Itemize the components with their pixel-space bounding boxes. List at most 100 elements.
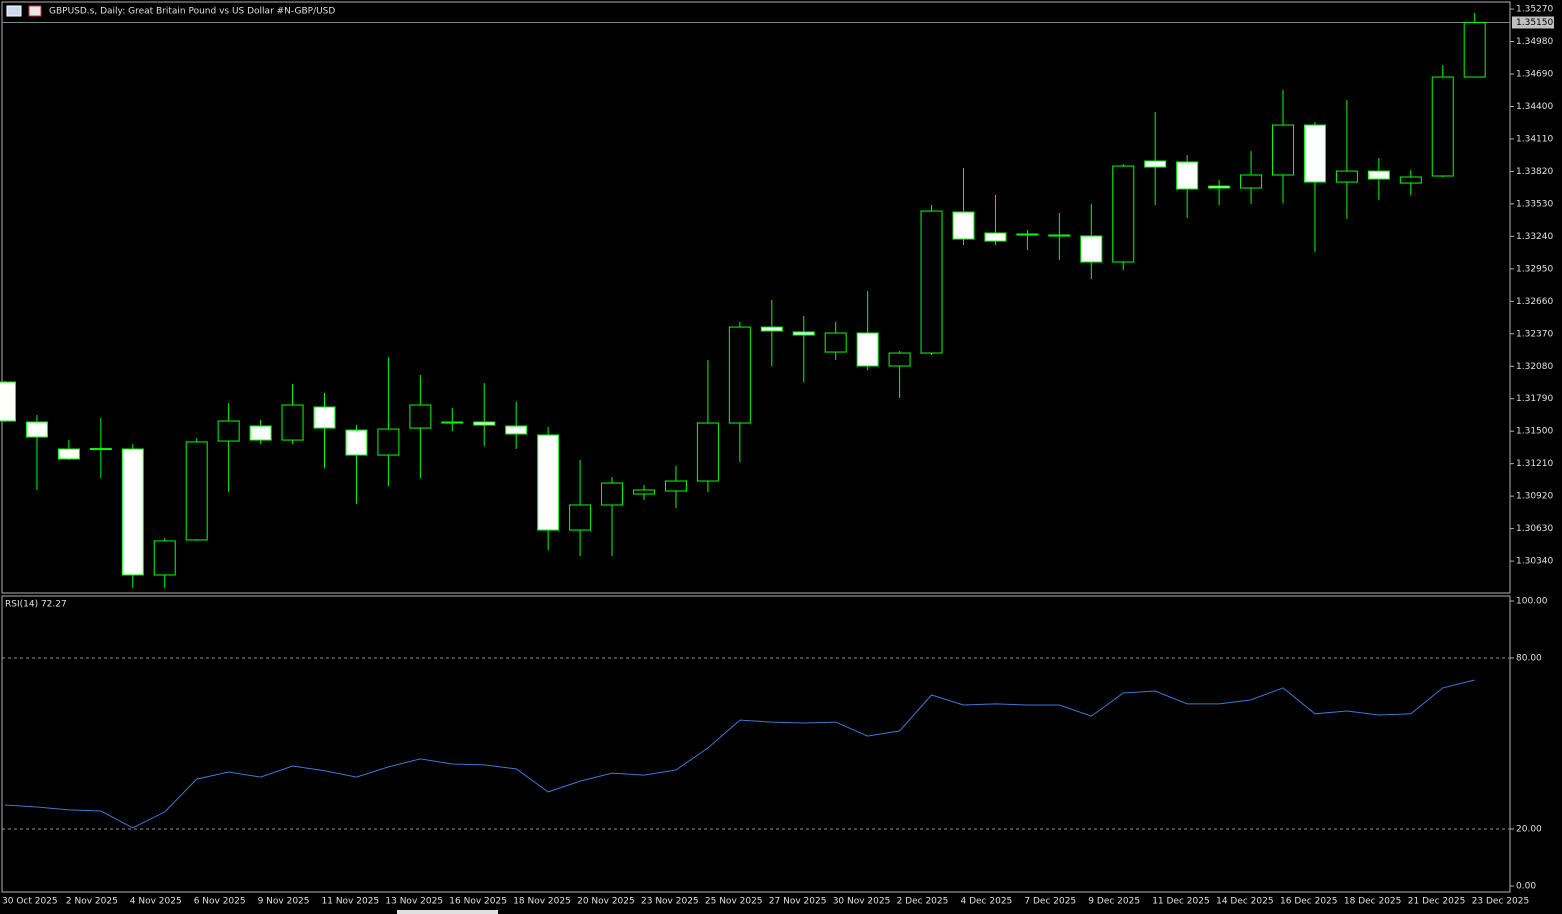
x-tick-label: 25 Nov 2025 (705, 897, 763, 907)
y-tick-label: 1.30920 (1516, 492, 1553, 502)
candle-body (473, 421, 496, 426)
x-tick-label: 23 Dec 2025 (1472, 897, 1530, 907)
y-tick-label: 1.31790 (1516, 394, 1553, 404)
x-tick-label: 16 Nov 2025 (449, 897, 507, 907)
y-tick-label: 1.34110 (1516, 134, 1553, 144)
candle-body (1399, 176, 1422, 184)
candle-body (920, 210, 943, 354)
x-tick-label: 21 Dec 2025 (1408, 897, 1466, 907)
y-tick-label: 1.34400 (1516, 102, 1553, 112)
candle-body (313, 406, 336, 429)
icon (6, 5, 22, 17)
x-tick-label: 27 Nov 2025 (769, 897, 827, 907)
x-tick-label: 2 Dec 2025 (897, 897, 949, 907)
scrollbar (397, 910, 498, 914)
candle-body (1048, 234, 1071, 237)
candle-body (249, 425, 272, 441)
y-tick-label: 1.33820 (1516, 167, 1553, 177)
candle-body (1303, 124, 1326, 183)
y-tick-label: 1.30340 (1516, 557, 1553, 567)
candle-body (1144, 160, 1167, 168)
candle-body (1463, 21, 1486, 78)
y-tick-label: 100.00 (1516, 596, 1548, 606)
candle-body (1080, 235, 1103, 263)
candle-body (409, 404, 432, 429)
x-tick-label: 6 Nov 2025 (194, 897, 246, 907)
candle-body (441, 421, 464, 424)
candle-body (824, 332, 847, 353)
x-tick-label: 4 Dec 2025 (961, 897, 1013, 907)
y-tick-label: 0.00 (1516, 881, 1536, 891)
candle-body (984, 232, 1007, 242)
candle-body (1208, 185, 1231, 189)
candle-body (537, 434, 560, 531)
candle-body (601, 482, 624, 506)
candle-body (664, 480, 687, 492)
candle-body (153, 540, 176, 576)
y-tick-label: 1.31500 (1516, 427, 1553, 437)
x-tick-label: 30 Nov 2025 (833, 897, 891, 907)
candle-body (633, 489, 655, 495)
x-tick-label: 18 Nov 2025 (513, 897, 571, 907)
x-tick-label: 30 Oct 2025 (2, 897, 58, 907)
candle-body (89, 448, 112, 451)
rsi-line (4, 679, 1475, 829)
candle-body (1240, 174, 1263, 189)
main-panel-frame (1, 1, 1511, 594)
candle-body (1367, 170, 1390, 180)
candle-body (569, 504, 592, 531)
y-tick-label: 1.32080 (1516, 362, 1553, 372)
x-tick-label: 14 Dec 2025 (1216, 897, 1274, 907)
y-tick-label: 80.00 (1516, 653, 1542, 663)
x-tick-label: 9 Dec 2025 (1088, 897, 1140, 907)
x-tick-label: 23 Nov 2025 (641, 897, 699, 907)
toolbar-icons (6, 5, 42, 17)
x-tick-label: 11 Dec 2025 (1152, 897, 1210, 907)
x-tick-label: 9 Nov 2025 (258, 897, 310, 907)
y-tick-label: 20.00 (1516, 824, 1542, 834)
y-tick-label: 1.32950 (1516, 264, 1553, 274)
indicator-title: RSI(14) 72.27 (5, 600, 67, 610)
y-tick-label: 1.33530 (1516, 199, 1553, 209)
candle-body (505, 425, 528, 435)
candle-body (185, 441, 208, 541)
candle-body (1335, 170, 1358, 183)
chart-title: GBPUSD.s, Daily: Great Britain Pound vs … (49, 7, 335, 17)
rsi-panel-frame (1, 595, 1511, 893)
candle-body (1272, 124, 1294, 176)
x-tick-label: 4 Nov 2025 (130, 897, 182, 907)
candle-body (1176, 161, 1199, 190)
y-tick-label: 1.33240 (1516, 232, 1553, 242)
y-tick-label: 1.35270 (1516, 5, 1553, 15)
x-tick-label: 2 Nov 2025 (66, 897, 118, 907)
candle-body (1431, 76, 1454, 177)
candle-body (217, 420, 240, 442)
candle-body (0, 381, 16, 422)
candle-body (952, 211, 975, 240)
y-tick-label: 1.32660 (1516, 297, 1553, 307)
candle-body (1112, 165, 1135, 263)
x-tick-label: 7 Dec 2025 (1024, 897, 1076, 907)
candle-body (1016, 233, 1039, 236)
current-price-box (1512, 16, 1554, 29)
candle-body (57, 448, 80, 460)
y-tick-label: 1.30630 (1516, 524, 1553, 534)
y-tick-label: 1.31210 (1516, 459, 1553, 469)
candle-body (121, 448, 144, 576)
x-tick-label: 16 Dec 2025 (1280, 897, 1338, 907)
candle-body (25, 421, 48, 438)
candle-body (760, 326, 783, 332)
candle-body (856, 332, 879, 367)
y-tick-label: 1.34690 (1516, 69, 1553, 79)
x-tick-label: 11 Nov 2025 (322, 897, 380, 907)
icon (28, 5, 42, 17)
candle-body (281, 404, 304, 441)
candle-body (728, 326, 751, 424)
x-tick-label: 13 Nov 2025 (385, 897, 443, 907)
candle-body (345, 429, 368, 456)
current-price-label: 1.35150 (1516, 18, 1553, 28)
candle-body (888, 352, 911, 367)
